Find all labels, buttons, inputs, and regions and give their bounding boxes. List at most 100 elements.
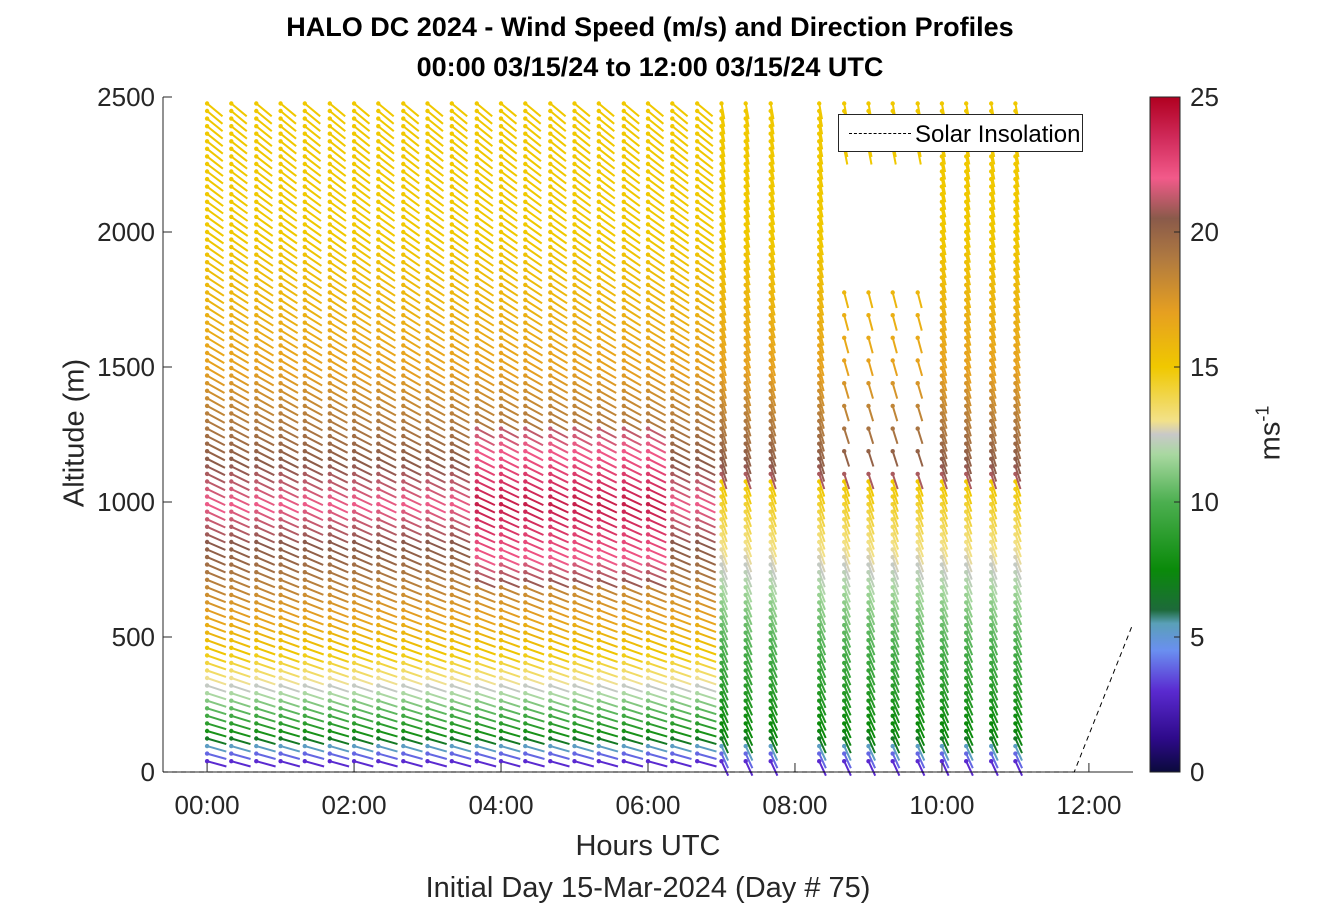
wind-vector-head (768, 728, 773, 734)
wind-vector (500, 359, 519, 372)
wind-vector-head (474, 509, 479, 514)
wind-vector (818, 307, 825, 324)
wind-vector (377, 669, 398, 678)
wind-vector-head (621, 169, 626, 174)
wind-vector (696, 299, 715, 312)
wind-vector (891, 518, 899, 535)
wind-vector-head (278, 169, 283, 174)
wind-vector (206, 760, 227, 768)
wind-vector-head (572, 433, 577, 439)
wind-vector (280, 178, 298, 192)
wind-vector-head (842, 592, 847, 598)
wind-vector-head (670, 562, 675, 567)
wind-vector (500, 125, 518, 140)
wind-vector (500, 397, 519, 409)
wind-vector-head (401, 562, 406, 567)
wind-vector (843, 579, 851, 596)
wind-vector (377, 170, 395, 185)
wind-vector (623, 495, 643, 507)
wind-vector (623, 760, 644, 768)
wind-vector-head (278, 592, 283, 598)
wind-vector-head (743, 615, 748, 620)
wind-vector (206, 359, 225, 372)
wind-vector-head (743, 486, 748, 492)
wind-vector (402, 163, 420, 177)
wind-vector-head (401, 146, 406, 151)
wind-vector (402, 684, 423, 693)
wind-vector (255, 299, 274, 312)
wind-vector (720, 352, 727, 369)
wind-vector (573, 148, 591, 162)
wind-vector (255, 518, 275, 529)
wind-vector-head (401, 396, 406, 401)
wind-vector-head (572, 494, 577, 499)
wind-vector-head (523, 464, 528, 469)
wind-vector-head (498, 260, 504, 265)
wind-vector (769, 307, 776, 324)
wind-vector (426, 155, 444, 170)
wind-vector-head (278, 691, 283, 696)
wind-vector-head (278, 751, 283, 756)
wind-vector (206, 646, 227, 656)
wind-vector (426, 163, 445, 177)
wind-vector-head (621, 517, 626, 522)
wind-vector-head (425, 297, 430, 303)
wind-vector (329, 102, 346, 118)
wind-vector (524, 646, 545, 656)
wind-vector-head (596, 570, 601, 575)
wind-vector (720, 163, 726, 180)
wind-vector-head (474, 184, 479, 189)
wind-vector-head (278, 207, 283, 212)
wind-vector (329, 488, 349, 499)
wind-vector (476, 261, 494, 275)
wind-vector (940, 738, 950, 754)
wind-vector-head (204, 426, 210, 431)
wind-vector-head (449, 479, 454, 484)
wind-vector-head (327, 494, 332, 499)
wind-vector-head (474, 411, 479, 416)
wind-vector (206, 714, 227, 723)
wind-vector-head (915, 653, 920, 658)
wind-vector-head (376, 615, 381, 620)
wind-vector-head (401, 207, 406, 212)
wind-vector (843, 518, 851, 535)
wind-vector (623, 299, 642, 312)
wind-vector-head (572, 282, 577, 288)
wind-vector (451, 306, 470, 320)
wind-vector (550, 737, 570, 746)
wind-vector-head (695, 192, 700, 197)
wind-vector (696, 730, 717, 738)
wind-vector-head (596, 320, 601, 325)
wind-vector (549, 525, 569, 536)
wind-vector (402, 185, 420, 200)
wind-vector (353, 382, 372, 394)
wind-vector-head (425, 479, 430, 484)
wind-vector (940, 284, 947, 301)
wind-vector-head (670, 282, 675, 288)
wind-vector-head (229, 176, 234, 182)
wind-vector (329, 359, 348, 372)
wind-vector (549, 435, 569, 447)
wind-vector-head (890, 706, 895, 711)
wind-vector (769, 405, 777, 422)
wind-vector (573, 329, 593, 342)
wind-vector-head (596, 622, 601, 628)
wind-vector-head (376, 562, 381, 567)
wind-vector (769, 624, 778, 641)
wind-vector-head (425, 214, 430, 220)
wind-vector (744, 277, 751, 294)
wind-vector-head (425, 456, 430, 461)
wind-vector (329, 556, 349, 566)
wind-vector (230, 231, 249, 245)
wind-vector-head (939, 524, 945, 529)
wind-vector (574, 442, 593, 454)
wind-vector (353, 450, 373, 462)
wind-vector-head (351, 358, 357, 363)
wind-vector (891, 700, 901, 716)
wind-vector (476, 253, 494, 267)
wind-vector (843, 730, 852, 747)
wind-vector-head (743, 562, 748, 567)
wind-vector-head (645, 199, 651, 204)
wind-vector-head (376, 683, 381, 688)
wind-vector (329, 654, 350, 663)
